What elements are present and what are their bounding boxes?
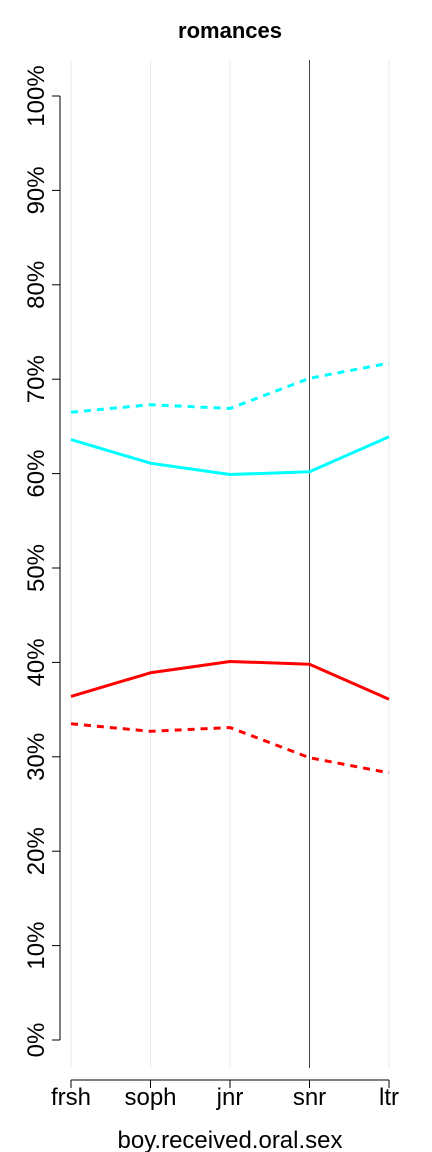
x-tick-label: ltr — [379, 1084, 399, 1111]
x-tick-label: jnr — [216, 1084, 244, 1111]
x-tick-label: soph — [124, 1084, 176, 1111]
chart-title: romances — [178, 18, 282, 43]
y-tick-label: 40% — [23, 638, 50, 686]
y-tick-label: 70% — [23, 355, 50, 403]
y-tick-label: 50% — [23, 544, 50, 592]
axes — [59, 96, 389, 1081]
y-tick-label: 100% — [23, 65, 50, 126]
series-line-4 — [70, 722, 390, 775]
x-axis-ticks: frsh soph jnr snr ltr — [51, 1080, 399, 1111]
x-tick-label: snr — [293, 1084, 326, 1111]
y-tick-label: 0% — [23, 1023, 50, 1058]
x-tick-label: frsh — [51, 1084, 91, 1111]
y-tick-label: 60% — [23, 450, 50, 498]
y-tick-label: 20% — [23, 827, 50, 875]
y-axis-ticks: 0% 10% 20% 30% 40% 50% 60% 70% 80% 90% 100% — [23, 65, 60, 1057]
series-line-2 — [70, 435, 390, 477]
series-line-1 — [70, 361, 390, 414]
y-tick-label: 90% — [23, 166, 50, 214]
x-axis-title: boy.received.oral.sex — [118, 1127, 343, 1152]
series-lines — [70, 361, 390, 775]
series-line-3 — [70, 659, 390, 701]
y-tick-label: 30% — [23, 733, 50, 781]
grid-lines — [70, 60, 390, 1068]
y-tick-label: 10% — [23, 922, 50, 970]
y-tick-label: 80% — [23, 261, 50, 309]
